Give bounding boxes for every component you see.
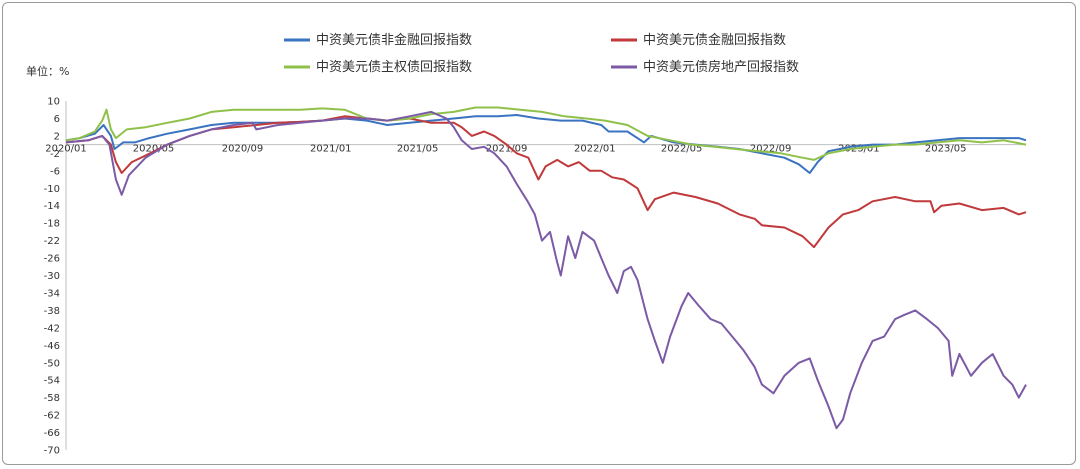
series-line-4 [65,110,1027,430]
y-tick-label: -66 [44,428,60,439]
y-tick-label: -54 [44,376,60,387]
y-tick-label: -42 [44,323,60,334]
y-tick-label: -62 [44,411,60,422]
x-tick-label: 2020/01 [45,144,87,155]
legend-label: 中资美元债主权债回报指数 [316,59,472,75]
x-tick-label: 2021/05 [397,144,439,155]
y-tick-label: -26 [44,254,60,265]
series-line-2 [65,115,1027,249]
x-tick-label: 2020/05 [133,144,175,155]
x-tick-label: 2021/09 [486,144,528,155]
series-line-1 [65,114,1027,174]
y-tick-label: -18 [44,219,60,230]
y-unit-label: 单位：% [26,64,69,78]
y-tick-label: 2 [54,131,60,142]
x-tick-label: 2023/05 [925,144,967,155]
y-tick-label: -14 [44,201,60,212]
x-tick-label: 2020/09 [222,144,264,155]
y-tick-label: -22 [44,236,60,247]
legend-label: 中资美元债金融回报指数 [643,32,786,48]
x-tick-label: 2022/09 [750,144,792,155]
y-tick-label: -38 [44,306,60,317]
y-tick-label: -2 [50,149,60,160]
series-line-3 [65,106,1027,161]
y-tick-label: 10 [47,97,60,108]
legend-label: 中资美元债非金融回报指数 [316,32,472,48]
x-tick-label: 2022/01 [574,144,616,155]
x-tick-label: 2021/01 [310,144,352,155]
y-tick-label: -58 [44,393,60,404]
legend-label: 中资美元债房地产回报指数 [643,59,799,75]
x-tick-label: 2022/05 [661,144,703,155]
y-tick-label: -34 [44,288,60,299]
y-tick-label: -10 [44,184,60,195]
y-tick-label: 6 [54,114,60,125]
y-tick-label: -30 [44,271,60,282]
y-tick-label: -50 [44,358,60,369]
series-group [65,106,1027,430]
y-tick-label: -6 [50,166,60,177]
y-tick-label: -46 [44,341,60,352]
y-tick-label: -70 [44,446,60,457]
y-axis: 10 6 2 -2 -6 -10 -14 -18 -22 -26 -30 -34 -38 -42 -46 -5… [44,97,67,457]
